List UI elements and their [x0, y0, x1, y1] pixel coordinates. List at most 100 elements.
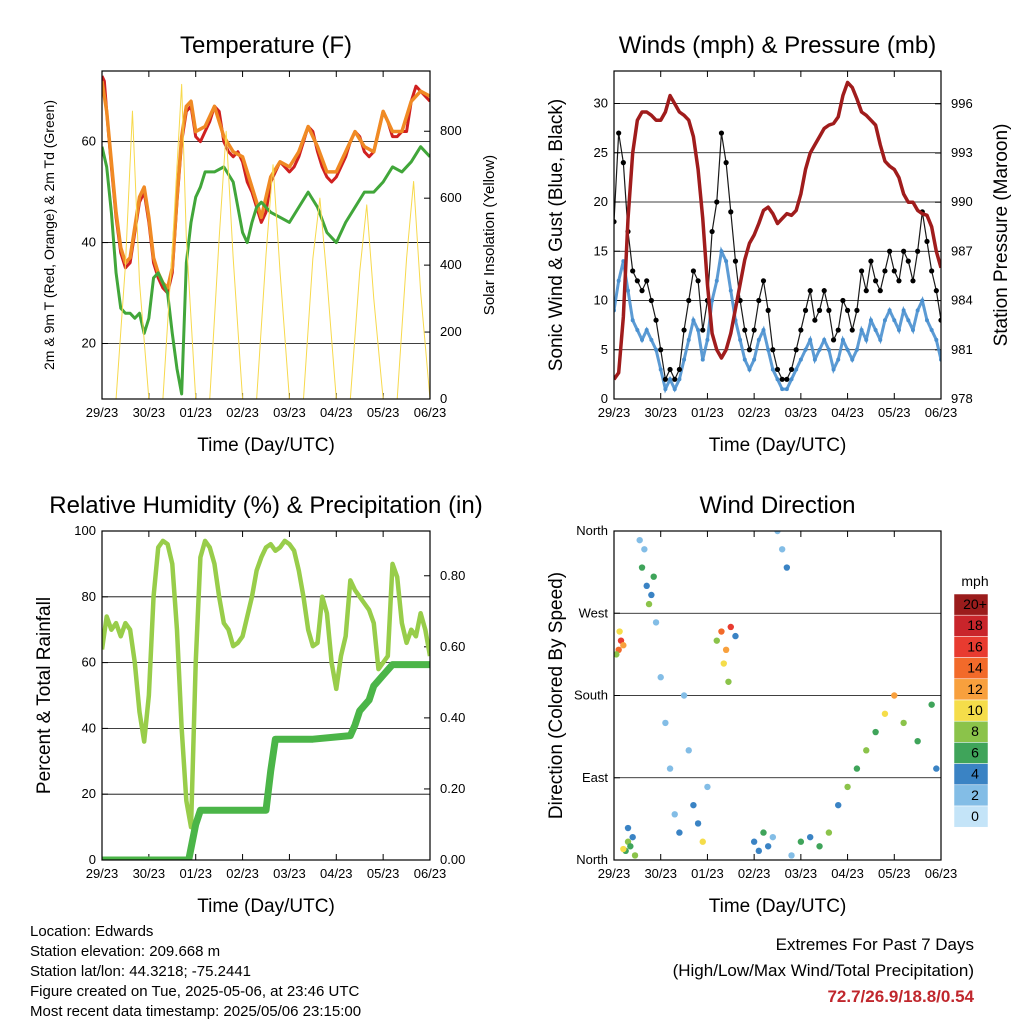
- recent-text: Most recent data timestamp: 2025/05/06 2…: [30, 1003, 362, 1020]
- series-gust-point: [709, 228, 715, 235]
- direction-point: [760, 829, 767, 836]
- y-tick-label: 30: [594, 96, 608, 111]
- x-tick-label: 02/23: [226, 866, 259, 881]
- y-tick-label: 15: [594, 243, 608, 258]
- y-tick-label: 80: [82, 589, 96, 604]
- direction-point: [764, 843, 772, 850]
- x-tick-label: 06/23: [414, 866, 447, 881]
- x-tick-label: 01/23: [691, 866, 724, 881]
- direction-point: [620, 642, 627, 649]
- series-sonic-wind-point: [752, 357, 757, 362]
- series-sonic-wind-point: [859, 328, 864, 333]
- y-tick-label: 60: [82, 134, 96, 149]
- y-tick-label: 5: [601, 342, 608, 357]
- x-tick-label: 03/23: [785, 405, 818, 420]
- direction-point: [825, 829, 833, 836]
- series-gust-point: [933, 288, 939, 294]
- y2-axis-label: Station Pressure (Maroon): [991, 124, 1012, 347]
- series-sonic-wind-point: [682, 357, 687, 362]
- direction-point: [872, 728, 879, 736]
- plot-frame: [101, 530, 431, 861]
- x-tick-label: 02/23: [738, 405, 771, 420]
- y-tick-label: 25: [594, 145, 608, 160]
- direction-point: [778, 546, 786, 553]
- extremes-values: 72.7/26.9/18.8/0.54: [827, 987, 974, 1006]
- direction-point: [769, 833, 777, 841]
- series-sonic-wind-point: [724, 259, 729, 264]
- series-sonic-wind-point: [691, 318, 696, 323]
- series-sonic-wind-point: [910, 328, 915, 333]
- direction-point: [620, 845, 627, 853]
- series-sonic-wind-point: [812, 357, 817, 362]
- series-sonic-wind-point: [798, 357, 803, 362]
- series-gust-point: [614, 219, 617, 225]
- y-tick-label: 60: [82, 655, 96, 670]
- direction-point: [835, 801, 842, 809]
- x-tick-label: 02/23: [226, 405, 259, 420]
- series-sonic-wind-point: [826, 347, 831, 352]
- direction-point: [704, 783, 711, 791]
- y-tick-label: 20: [594, 194, 608, 209]
- series-gust-point: [667, 366, 673, 373]
- series-sonic-wind-point: [887, 308, 892, 313]
- x-tick-label: 30/23: [644, 405, 677, 420]
- series-gust-point: [830, 337, 837, 343]
- series-gust-point: [774, 366, 781, 373]
- direction-point: [783, 564, 791, 571]
- series-sonic-wind-point: [766, 347, 771, 352]
- chart-title: Wind Direction: [699, 492, 855, 519]
- plot-area: [614, 80, 941, 394]
- series-sonic-wind-point: [630, 318, 635, 323]
- series-sonic-wind-point: [836, 357, 841, 362]
- x-tick-label: 04/23: [320, 405, 353, 420]
- x-axis-label: Time (Day/UTC): [197, 435, 335, 456]
- extremes-subtitle: (High/Low/Max Wind/Total Precipitation): [672, 961, 974, 980]
- y2-tick-label: 990: [951, 194, 973, 209]
- direction-point: [774, 531, 781, 535]
- series-solar-insolation: [102, 83, 430, 399]
- series-gust-point: [784, 376, 790, 382]
- series-sonic-wind-point: [626, 288, 631, 293]
- series-gust-point: [915, 248, 921, 254]
- series-gust-point: [723, 160, 729, 166]
- series-gust-point: [910, 278, 916, 284]
- x-tick-label: 01/23: [179, 405, 212, 420]
- series-gust-point: [681, 327, 687, 333]
- series-gust-point: [690, 268, 697, 274]
- direction-point: [718, 628, 725, 635]
- series-gust-point: [616, 130, 622, 136]
- x-tick-label: 05/23: [367, 405, 400, 420]
- direction-point: [722, 646, 730, 654]
- x-tick-label: 03/23: [785, 866, 818, 881]
- legend-label: 10: [967, 702, 983, 718]
- series-sonic-wind-point: [808, 337, 813, 342]
- series-sonic-wind-point: [738, 337, 743, 342]
- series-gust-point: [760, 278, 767, 284]
- created-text: Figure created on Tue, 2025-05-06, at 23…: [30, 983, 360, 1000]
- series-sonic-wind-point: [635, 328, 640, 333]
- x-tick-label: 30/23: [133, 866, 166, 881]
- direction-point: [755, 847, 763, 855]
- series-gust-point: [751, 327, 757, 333]
- series-gust-point: [658, 347, 664, 353]
- direction-point: [900, 719, 907, 727]
- direction-point: [631, 852, 639, 859]
- series-sonic-wind-point: [831, 367, 836, 372]
- direction-point: [694, 820, 702, 827]
- series-gust-point: [644, 278, 650, 284]
- y-tick-label: North: [576, 523, 608, 538]
- series-gust-point: [648, 297, 654, 304]
- y2-tick-label: 800: [440, 123, 462, 138]
- legend-label: 0: [971, 808, 979, 824]
- series-gust-point: [653, 317, 659, 323]
- y-tick-label: North: [576, 852, 608, 867]
- x-tick-label: 05/23: [878, 405, 911, 420]
- series-gust-point: [770, 347, 776, 353]
- series-sonic-wind-point: [644, 328, 649, 333]
- y2-tick-label: 0.40: [440, 710, 465, 725]
- y2-tick-label: 996: [951, 96, 973, 111]
- direction-point: [690, 801, 697, 809]
- series-sonic-wind-point: [789, 377, 794, 382]
- series-sonic-wind-point: [649, 337, 654, 342]
